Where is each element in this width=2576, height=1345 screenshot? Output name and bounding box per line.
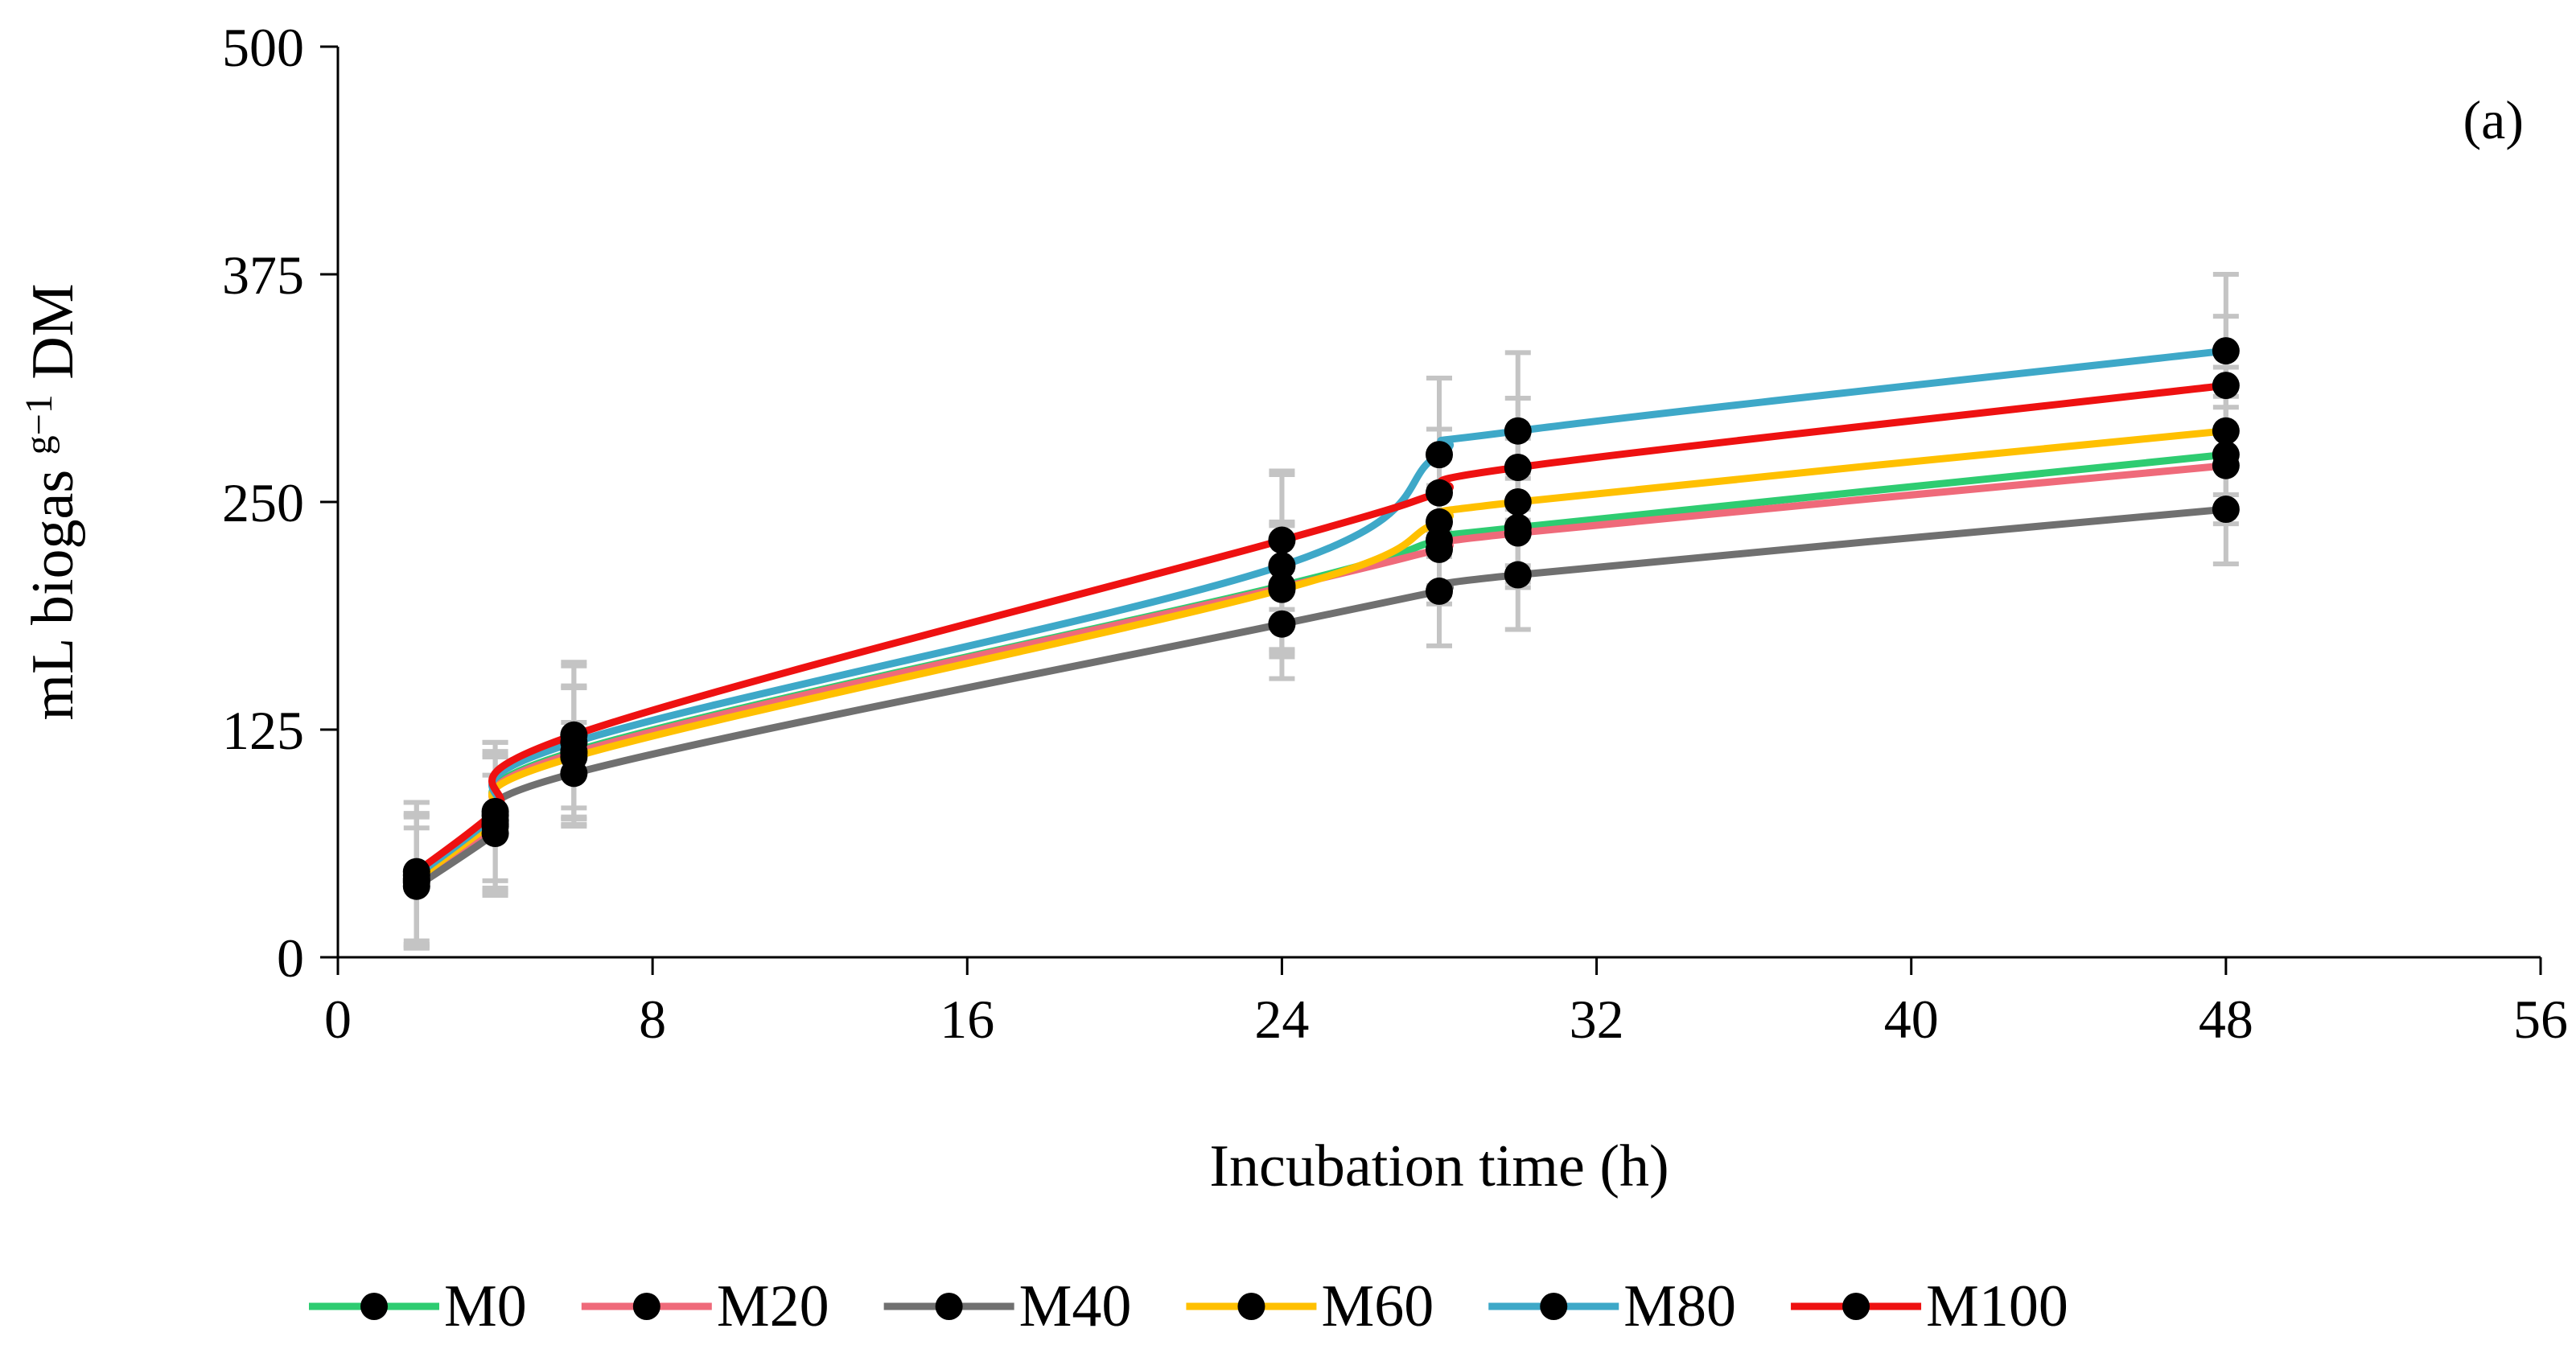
x-axis-title: Incubation time (h) bbox=[1209, 1133, 1669, 1199]
data-point-m100-48 bbox=[2212, 372, 2240, 400]
data-point-m40-28 bbox=[1426, 577, 1453, 605]
data-point-m100-24 bbox=[1268, 526, 1296, 554]
legend-item-m20: M20 bbox=[581, 1273, 829, 1339]
data-point-m20-30 bbox=[1504, 519, 1532, 547]
data-point-m60-24 bbox=[1268, 575, 1296, 603]
data-point-m100-2 bbox=[402, 858, 430, 886]
series-line-m0 bbox=[413, 450, 2230, 885]
data-point-m100-28 bbox=[1426, 479, 1453, 507]
legend-label-m40: M40 bbox=[1019, 1273, 1132, 1339]
legend-item-m60: M60 bbox=[1186, 1273, 1434, 1339]
y-axis-title-superscript: g−1 bbox=[18, 394, 60, 455]
x-tick-label-0: 0 bbox=[324, 989, 352, 1050]
series-line-m60 bbox=[413, 427, 2230, 883]
legend-marker-m100 bbox=[1842, 1293, 1870, 1320]
legend-item-m100: M100 bbox=[1791, 1273, 2068, 1339]
data-point-m100-6 bbox=[560, 721, 588, 749]
data-point-m80-30 bbox=[1504, 417, 1532, 445]
data-point-m100-4 bbox=[481, 797, 509, 825]
data-point-m80-28 bbox=[1426, 441, 1453, 469]
panel-label: (a) bbox=[2463, 89, 2524, 150]
y-axis-title-main: mL biogas bbox=[20, 455, 86, 720]
legend-item-m0: M0 bbox=[309, 1273, 527, 1339]
x-tick-label-32: 32 bbox=[1570, 989, 1624, 1050]
data-point-m60-28 bbox=[1426, 508, 1453, 536]
data-point-m60-30 bbox=[1504, 488, 1532, 516]
y-tick-label-500: 500 bbox=[222, 17, 304, 78]
data-point-m80-24 bbox=[1268, 552, 1296, 580]
legend-item-m80: M80 bbox=[1488, 1273, 1736, 1339]
data-point-m40-30 bbox=[1504, 561, 1532, 589]
legend-label-m60: M60 bbox=[1321, 1273, 1434, 1339]
legend-label-m0: M0 bbox=[444, 1273, 527, 1339]
legend-label-m20: M20 bbox=[717, 1273, 829, 1339]
data-point-m20-48 bbox=[2212, 451, 2240, 479]
y-tick-label-0: 0 bbox=[277, 928, 304, 989]
legend-item-m40: M40 bbox=[883, 1273, 1132, 1339]
data-point-m40-48 bbox=[2212, 496, 2240, 524]
data-point-m80-48 bbox=[2212, 337, 2240, 365]
y-axis-title-tail: DM bbox=[20, 283, 86, 394]
legend: M0 M20 M40 M60 M80 M100 bbox=[309, 1273, 2068, 1339]
legend-marker-m0 bbox=[360, 1293, 388, 1320]
legend-label-m80: M80 bbox=[1623, 1273, 1736, 1339]
x-tick-label-16: 16 bbox=[940, 989, 994, 1050]
x-tick-label-48: 48 bbox=[2199, 989, 2253, 1050]
x-tick-label-40: 40 bbox=[1884, 989, 1939, 1050]
data-point-m40-24 bbox=[1268, 610, 1296, 638]
y-tick-label-250: 250 bbox=[222, 472, 304, 533]
legend-marker-m60 bbox=[1237, 1293, 1265, 1320]
data-point-m20-28 bbox=[1426, 535, 1453, 563]
y-axis-title: mL biogas g−1 DM bbox=[18, 283, 86, 720]
series-line-m100 bbox=[413, 381, 2230, 876]
data-point-m60-48 bbox=[2212, 417, 2240, 445]
legend-marker-m20 bbox=[632, 1293, 660, 1320]
data-point-m100-30 bbox=[1504, 453, 1532, 481]
legend-marker-m40 bbox=[935, 1293, 963, 1320]
x-tick-label-24: 24 bbox=[1254, 989, 1309, 1050]
x-tick-label-56: 56 bbox=[2513, 989, 2568, 1050]
legend-marker-m80 bbox=[1540, 1293, 1568, 1320]
y-tick-label-375: 375 bbox=[222, 245, 304, 306]
x-tick-label-8: 8 bbox=[639, 989, 666, 1050]
legend-label-m100: M100 bbox=[1926, 1273, 2068, 1339]
y-tick-label-125: 125 bbox=[222, 700, 304, 761]
